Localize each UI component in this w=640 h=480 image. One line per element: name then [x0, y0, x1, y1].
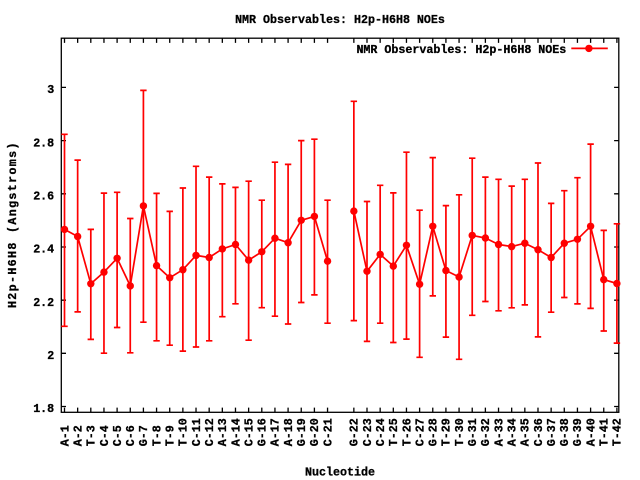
svg-text:G-31: G-31: [466, 418, 480, 446]
svg-text:C-23: C-23: [361, 418, 375, 446]
svg-text:A-33: A-33: [492, 418, 506, 446]
svg-text:A-14: A-14: [229, 418, 243, 446]
svg-text:C-12: C-12: [203, 418, 217, 446]
svg-text:G-16: G-16: [256, 418, 270, 446]
svg-text:G-39: G-39: [571, 418, 585, 446]
svg-text:C-5: C-5: [111, 425, 125, 446]
svg-text:C-21: C-21: [321, 418, 335, 446]
svg-text:A-35: A-35: [519, 418, 533, 446]
svg-text:T-9: T-9: [164, 425, 178, 446]
svg-text:C-4: C-4: [98, 425, 112, 446]
svg-text:C-27: C-27: [413, 418, 427, 446]
svg-text:C-11: C-11: [190, 418, 204, 446]
svg-text:A-1: A-1: [58, 425, 72, 446]
svg-text:NMR Observables: H2p-H6H8 NOEs: NMR Observables: H2p-H6H8 NOEs: [356, 43, 566, 57]
svg-text:C-6: C-6: [124, 425, 138, 446]
svg-text:3: 3: [47, 83, 54, 97]
svg-text:T-29: T-29: [440, 418, 454, 446]
svg-text:NMR Observables: H2p-H6H8 NOEs: NMR Observables: H2p-H6H8 NOEs: [235, 13, 445, 27]
svg-text:T-41: T-41: [598, 418, 612, 446]
svg-text:2.2: 2.2: [33, 296, 54, 310]
svg-text:G-7: G-7: [137, 425, 151, 446]
svg-text:C-36: C-36: [532, 418, 546, 446]
svg-text:C-24: C-24: [374, 418, 388, 446]
svg-text:G-32: G-32: [479, 418, 493, 446]
svg-text:G-38: G-38: [558, 418, 572, 446]
svg-text:A-13: A-13: [216, 418, 230, 446]
svg-text:G-20: G-20: [308, 418, 322, 446]
svg-text:2.8: 2.8: [33, 136, 54, 150]
svg-text:G-22: G-22: [348, 418, 362, 446]
svg-text:T-25: T-25: [387, 418, 401, 446]
svg-text:2: 2: [47, 349, 54, 363]
svg-text:T-3: T-3: [85, 425, 99, 446]
svg-text:2.4: 2.4: [33, 243, 54, 257]
svg-text:H2p-H6H8 (Angstroms): H2p-H6H8 (Angstroms): [6, 141, 20, 308]
svg-text:T-8: T-8: [150, 425, 164, 446]
svg-text:G-28: G-28: [427, 418, 441, 446]
svg-text:1.8: 1.8: [33, 402, 54, 416]
svg-text:A-40: A-40: [584, 418, 598, 446]
svg-text:G-19: G-19: [295, 418, 309, 446]
svg-text:T-42: T-42: [611, 418, 625, 446]
svg-text:T-10: T-10: [177, 418, 191, 446]
svg-text:A-18: A-18: [282, 418, 296, 446]
svg-text:A-17: A-17: [269, 418, 283, 446]
svg-text:A-34: A-34: [505, 418, 519, 446]
svg-text:A-2: A-2: [71, 425, 85, 446]
svg-text:Nucleotide: Nucleotide: [305, 466, 375, 480]
svg-text:C-15: C-15: [242, 418, 256, 446]
svg-text:T-30: T-30: [453, 418, 467, 446]
svg-text:2.6: 2.6: [33, 190, 54, 204]
svg-text:G-37: G-37: [545, 418, 559, 446]
svg-text:T-26: T-26: [400, 418, 414, 446]
